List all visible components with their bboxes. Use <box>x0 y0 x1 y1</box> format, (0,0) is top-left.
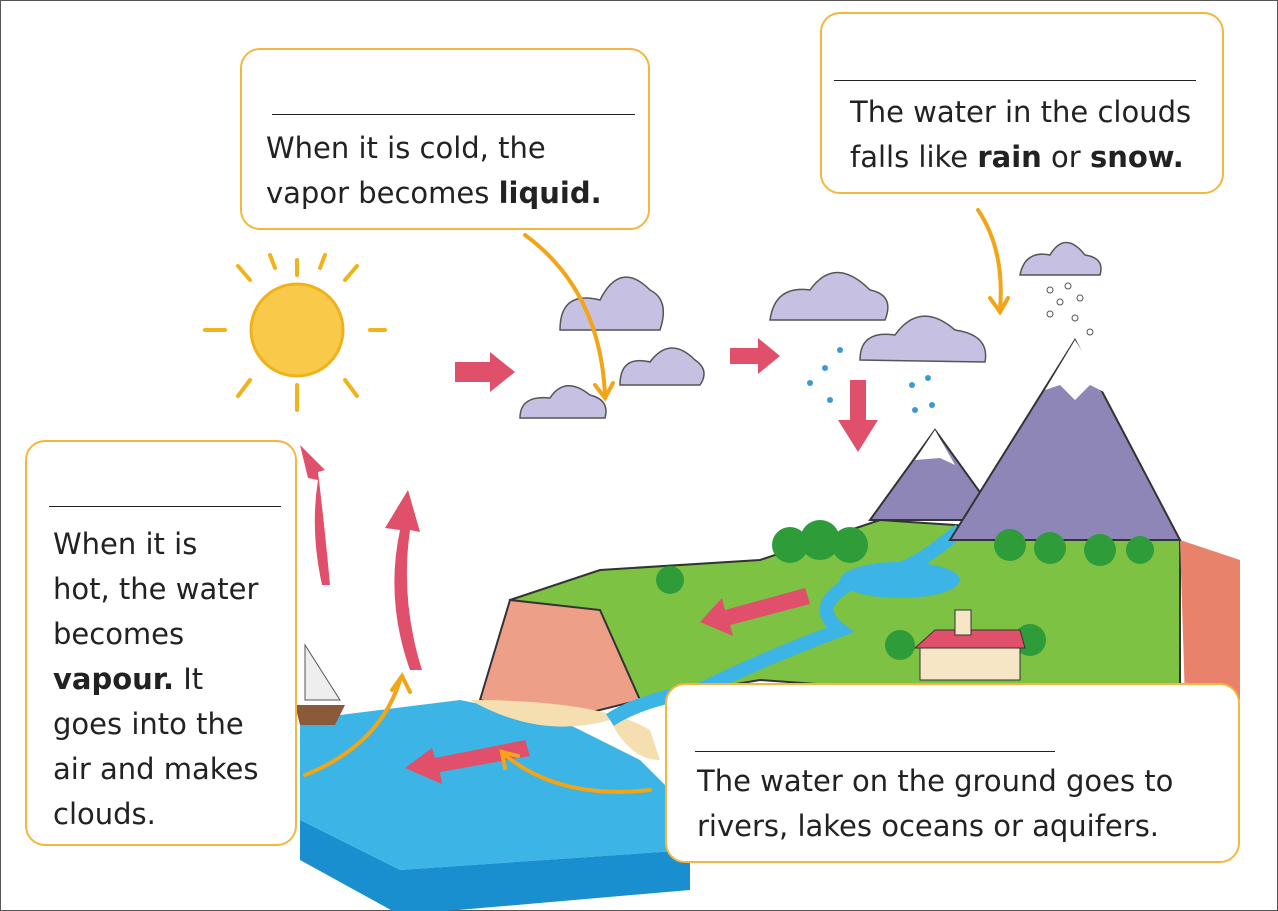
text-line: vapor becomes liquid. <box>266 171 602 216</box>
text-line: rivers, lakes oceans or aquifers. <box>697 804 1173 849</box>
text-line: goes into the <box>53 702 258 747</box>
text-line: The water in the clouds <box>850 90 1191 135</box>
text: The water in the clouds <box>850 95 1191 129</box>
blank-line <box>695 751 1055 752</box>
text: vapor becomes <box>266 176 499 210</box>
bold-text: liquid. <box>499 176 602 210</box>
text: When it is <box>53 527 197 561</box>
text-box: When it is hot, the water becomes vapour… <box>25 440 297 846</box>
box-text: The water in the clouds falls like rain … <box>850 90 1191 180</box>
text: falls like <box>850 140 977 174</box>
blank-line <box>272 114 635 115</box>
text-line: clouds. <box>53 792 258 837</box>
text-line: vapour. It <box>53 657 258 702</box>
text: air and makes <box>53 752 258 786</box>
snowflakes <box>1047 283 1093 335</box>
text-box: The water on the ground goes to rivers, … <box>665 683 1240 863</box>
sail <box>305 645 340 700</box>
text-line: air and makes <box>53 747 258 792</box>
text-line: falls like rain or snow. <box>850 135 1191 180</box>
box-text: When it is hot, the water becomes vapour… <box>53 522 258 837</box>
house <box>920 645 1020 680</box>
text: rivers, lakes oceans or aquifers. <box>697 809 1159 843</box>
text: The water on the ground goes to <box>697 764 1173 798</box>
bold-text: vapour. <box>53 662 174 696</box>
text: or <box>1042 140 1090 174</box>
text-line: becomes <box>53 612 258 657</box>
text-line: The water on the ground goes to <box>697 759 1173 804</box>
blank-line <box>834 80 1196 81</box>
text: becomes <box>53 617 184 651</box>
lake <box>840 562 960 598</box>
text-line: When it is <box>53 522 258 567</box>
text-line: When it is cold, the <box>266 126 602 171</box>
text: hot, the water <box>53 572 258 606</box>
box-text: The water on the ground goes to rivers, … <box>697 759 1173 849</box>
tower <box>955 610 971 635</box>
bold-text: snow. <box>1090 140 1184 174</box>
page: {"boxes": [ {"lines": [["When it is cold… <box>0 0 1278 911</box>
text-box: When it is cold, the vapor becomes liqui… <box>240 48 650 230</box>
box-text: When it is cold, the vapor becomes liqui… <box>266 126 602 216</box>
cliff-right <box>1180 540 1240 700</box>
text: clouds. <box>53 797 156 831</box>
text: goes into the <box>53 707 244 741</box>
text: When it is cold, the <box>266 131 546 165</box>
text-line: hot, the water <box>53 567 258 612</box>
text: It <box>174 662 203 696</box>
bold-text: rain <box>977 140 1041 174</box>
blank-line <box>49 506 281 507</box>
sun <box>251 284 343 376</box>
text-box: The water in the clouds falls like rain … <box>820 12 1224 194</box>
